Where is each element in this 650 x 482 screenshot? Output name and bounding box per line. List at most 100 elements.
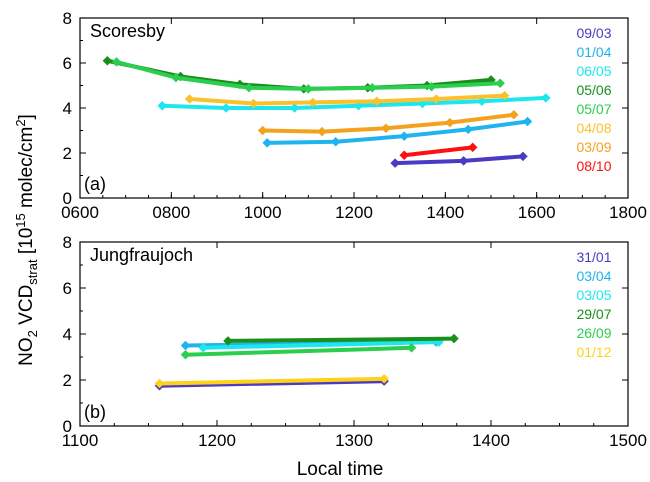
data-point bbox=[180, 349, 191, 360]
legend-entry: 01/04 bbox=[576, 44, 611, 60]
data-point bbox=[431, 94, 442, 104]
panel-scoresby: 0600 0800 1000 1200 1400 1600 1800 0 2 4 6 8 Scoresb… bbox=[61, 9, 647, 222]
panel-title-a: Scoresby bbox=[90, 21, 165, 41]
series-line bbox=[159, 376, 385, 386]
x-tick-label: 0800 bbox=[152, 203, 190, 222]
series-line bbox=[185, 345, 412, 357]
y-tick-label: 2 bbox=[63, 144, 72, 163]
x-tick-label: 1600 bbox=[518, 203, 556, 222]
data-point bbox=[223, 336, 233, 346]
panel-title-b: Jungfraujoch bbox=[90, 245, 193, 265]
data-point bbox=[184, 94, 195, 104]
series-a-0 bbox=[390, 151, 528, 168]
series-line bbox=[227, 336, 455, 343]
legend-entry: 04/08 bbox=[576, 120, 611, 136]
data-point bbox=[180, 340, 191, 351]
series-a-4 bbox=[111, 57, 505, 94]
y-tick-label: 8 bbox=[63, 9, 72, 28]
data-point bbox=[467, 142, 478, 153]
data-point bbox=[330, 136, 341, 147]
data-point bbox=[495, 78, 505, 89]
data-point bbox=[244, 82, 254, 93]
series-b-3 bbox=[223, 333, 459, 346]
data-point bbox=[499, 90, 510, 101]
series-b-4 bbox=[180, 342, 417, 360]
data-point bbox=[154, 378, 165, 389]
data-point bbox=[262, 138, 273, 148]
data-point bbox=[303, 84, 314, 94]
data-point bbox=[248, 98, 259, 109]
x-tick-label: 1300 bbox=[335, 431, 373, 450]
y-axis-title: NO2 VCDstrat [1015 molec/cm2] bbox=[13, 114, 40, 366]
legend-entry: 03/04 bbox=[576, 268, 611, 284]
series-line bbox=[203, 340, 439, 350]
data-point bbox=[540, 93, 551, 103]
data-point bbox=[522, 116, 533, 127]
data-point bbox=[381, 123, 391, 134]
x-tick-label: 1800 bbox=[609, 203, 647, 222]
data-point bbox=[371, 96, 382, 107]
series-a-7 bbox=[399, 142, 478, 161]
x-tick-label: 1500 bbox=[609, 431, 647, 450]
data-point bbox=[102, 55, 113, 66]
legend-entry: 01/12 bbox=[576, 344, 611, 360]
data-point bbox=[518, 151, 528, 162]
series-line bbox=[159, 379, 385, 388]
legend-entry: 03/09 bbox=[576, 139, 611, 155]
y-tick-label: 0 bbox=[63, 417, 72, 436]
data-point bbox=[449, 333, 459, 344]
data-point bbox=[289, 103, 300, 113]
svg-text:NO2 VCDstrat [1015 molec/cm2]: NO2 VCDstrat [1015 molec/cm2] bbox=[13, 114, 40, 366]
data-point bbox=[367, 82, 378, 93]
data-point bbox=[157, 100, 168, 111]
x-tick-label: 1200 bbox=[335, 203, 373, 222]
data-point bbox=[406, 342, 417, 353]
data-point bbox=[111, 57, 122, 67]
panel-label-a: (a) bbox=[84, 174, 106, 194]
x-tick-label: 1200 bbox=[198, 431, 236, 450]
y-tick-label: 4 bbox=[63, 99, 72, 118]
y-tick-label: 6 bbox=[63, 279, 72, 298]
data-point bbox=[399, 150, 410, 161]
data-point bbox=[390, 158, 400, 168]
x-tick-label: 1100 bbox=[62, 431, 99, 450]
series-line bbox=[404, 145, 473, 158]
legend-entry: 08/10 bbox=[576, 158, 611, 174]
legend-entry: 29/07 bbox=[576, 306, 611, 322]
series-line bbox=[189, 93, 505, 106]
legend-entry: 31/01 bbox=[576, 249, 611, 265]
panel-jungfraujoch: 1100 1200 1300 1400 1500 0 2 4 6 8 Jungfraujoch (b)… bbox=[62, 233, 647, 450]
legend-entry: 06/05 bbox=[576, 63, 611, 79]
plot-frame-b bbox=[79, 241, 629, 427]
y-tick-label: 8 bbox=[63, 233, 72, 252]
y-tick-label: 4 bbox=[63, 325, 72, 344]
x-tick-label: 1400 bbox=[472, 431, 510, 450]
y-tick-label: 2 bbox=[63, 371, 72, 390]
series-a-5 bbox=[184, 90, 510, 109]
data-point bbox=[308, 97, 318, 108]
data-point bbox=[426, 81, 437, 92]
x-tick-label: 1000 bbox=[244, 203, 282, 222]
data-point bbox=[257, 125, 268, 136]
data-point bbox=[445, 117, 455, 128]
x-tick-label: 1400 bbox=[426, 203, 464, 222]
data-point bbox=[399, 131, 410, 141]
data-point bbox=[379, 373, 389, 384]
data-point bbox=[171, 72, 181, 83]
legend-entry: 03/05 bbox=[576, 287, 611, 303]
series-a-1 bbox=[262, 116, 533, 148]
data-point bbox=[463, 124, 474, 135]
series-a-6 bbox=[257, 109, 519, 137]
data-point bbox=[458, 156, 469, 166]
data-point bbox=[508, 109, 519, 120]
series-line bbox=[395, 154, 524, 166]
panel-label-b: (b) bbox=[84, 402, 106, 422]
legend-entry: 26/09 bbox=[576, 325, 611, 341]
data-point bbox=[221, 103, 231, 113]
x-tick-label: 0600 bbox=[61, 203, 99, 222]
legend-entry: 09/03 bbox=[576, 25, 611, 41]
legend-entry: 05/07 bbox=[576, 101, 611, 117]
data-point bbox=[477, 96, 487, 107]
y-tick-label: 6 bbox=[63, 54, 72, 73]
